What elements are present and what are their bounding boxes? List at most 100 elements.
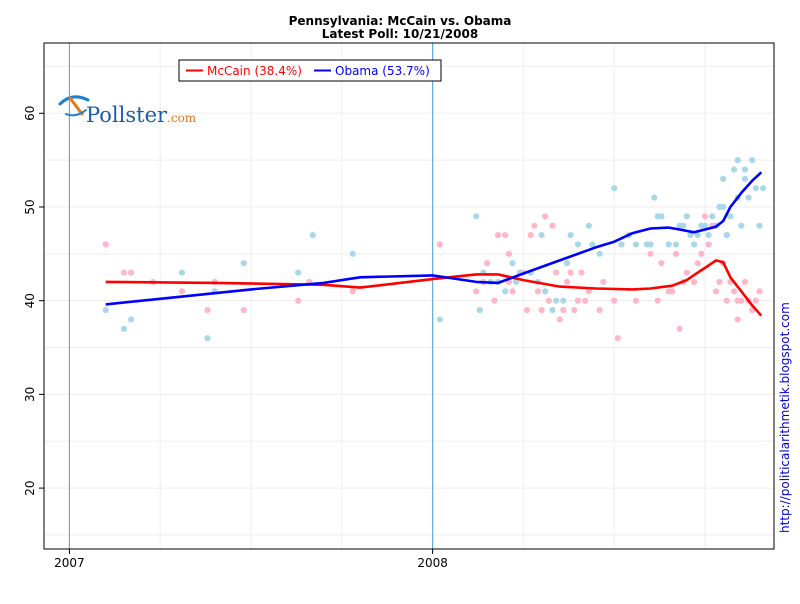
obama-poll-point — [204, 335, 211, 342]
mccain-poll-point — [596, 306, 603, 314]
obama-poll-point — [690, 241, 698, 248]
obama-poll-point — [741, 175, 749, 182]
legend: McCain (38.4%) Obama (53.7%) — [178, 59, 442, 82]
mccain-poll-point — [658, 260, 665, 267]
obama-poll-point — [745, 194, 752, 201]
mccain-poll-point — [509, 288, 516, 295]
mccain-poll-point — [585, 288, 592, 295]
obama-poll-point — [672, 241, 680, 248]
mccain-poll-point — [578, 269, 585, 276]
mccain-poll-point — [571, 306, 578, 314]
mccain-poll-point — [473, 288, 480, 295]
x-tick-label: 2007 — [54, 556, 85, 570]
mccain-poll-point — [240, 306, 247, 314]
pollster-logo: Pollster.com — [58, 95, 197, 127]
logo-swoosh-icon — [58, 95, 90, 117]
mccain-poll-point — [178, 288, 186, 295]
mccain-poll-point — [128, 269, 135, 276]
mccain-poll-point — [614, 335, 621, 342]
chart-title: Pennsylvania: McCain vs. Obama — [289, 14, 512, 28]
obama-poll-point — [563, 260, 571, 267]
mccain-poll-point — [102, 241, 109, 248]
obama-poll-point — [730, 166, 738, 173]
obama-poll-point — [542, 288, 549, 295]
obama-poll-point — [734, 157, 741, 164]
obama-poll-point — [309, 231, 316, 239]
obama-poll-point — [651, 194, 658, 201]
mccain-poll-point — [672, 250, 680, 257]
obama-poll-point — [295, 269, 302, 276]
obama-poll-point — [680, 222, 687, 229]
mccain-poll-point — [676, 325, 683, 332]
y-tick-label: 20 — [23, 480, 37, 495]
mccain-poll-point — [552, 269, 560, 276]
obama-poll-point — [727, 213, 734, 220]
mccain-poll-point — [654, 297, 661, 304]
obama-poll-point — [473, 213, 480, 220]
mccain-poll-point — [600, 278, 607, 286]
obama-poll-point — [589, 241, 596, 248]
mccain-poll-point — [647, 250, 654, 257]
mccain-trend-line — [105, 259, 763, 317]
mccain-poll-point — [611, 297, 618, 304]
trend-lines — [105, 171, 763, 317]
mccain-poll-point — [683, 269, 690, 276]
obama-poll-point — [741, 166, 749, 173]
x-axis: 2007 2008 — [54, 549, 448, 570]
mccain-poll-point — [560, 306, 567, 314]
mccain-poll-point — [690, 278, 698, 286]
obama-poll-point — [549, 306, 556, 314]
mccain-poll-point — [120, 269, 128, 276]
mccain-poll-point — [295, 297, 302, 304]
mccain-poll-point — [723, 297, 730, 304]
obama-poll-point — [709, 213, 716, 220]
chart-subtitle: Latest Poll: 10/21/2008 — [322, 27, 478, 41]
obama-poll-point — [720, 203, 727, 211]
obama-poll-point — [720, 175, 727, 182]
obama-poll-point — [749, 157, 756, 164]
obama-poll-point — [128, 316, 135, 323]
y-tick-label: 50 — [23, 199, 37, 214]
obama-poll-point — [618, 241, 625, 248]
mccain-poll-point — [741, 278, 749, 286]
mccain-poll-point — [545, 297, 552, 304]
obama-poll-point — [694, 231, 701, 239]
legend-label-obama: Obama (53.7%) — [335, 64, 430, 78]
mccain-poll-point — [574, 297, 581, 304]
side-credit-url: http://politicalarithmetik.blogspot.com — [778, 302, 792, 533]
mccain-poll-point — [494, 231, 502, 239]
mccain-poll-point — [523, 306, 531, 314]
mccain-poll-point — [734, 316, 741, 323]
mccain-poll-point — [712, 288, 719, 295]
mccain-poll-point — [349, 288, 356, 295]
mccain-poll-point — [701, 213, 709, 220]
year-markers — [68, 43, 434, 549]
obama-poll-point — [632, 241, 640, 248]
mccain-poll-point — [556, 316, 563, 323]
obama-poll-point — [658, 213, 665, 220]
mccain-poll-point — [483, 260, 491, 267]
obama-poll-point — [349, 250, 356, 257]
mccain-poll-point — [549, 222, 556, 229]
y-tick-label: 40 — [23, 293, 37, 308]
x-tick-label: 2008 — [417, 556, 448, 570]
obama-poll-point — [647, 241, 654, 248]
mccain-poll-point — [567, 269, 574, 276]
mccain-poll-point — [669, 288, 676, 295]
plot-frame — [43, 42, 775, 550]
obama-poll-point — [596, 250, 603, 257]
obama-poll-point — [240, 260, 247, 267]
mccain-poll-point — [491, 297, 498, 304]
obama-poll-point — [705, 231, 712, 239]
obama-poll-point — [102, 306, 109, 314]
obama-poll-point — [687, 231, 694, 239]
obama-poll-point — [585, 222, 592, 229]
mccain-poll-point — [756, 288, 763, 295]
mccain-poll-point — [582, 297, 589, 304]
mccain-poll-point — [527, 231, 534, 239]
obama-poll-point — [665, 241, 672, 248]
obama-poll-point — [574, 241, 581, 248]
obama-poll-point — [120, 325, 128, 332]
obama-poll-point — [738, 222, 745, 229]
